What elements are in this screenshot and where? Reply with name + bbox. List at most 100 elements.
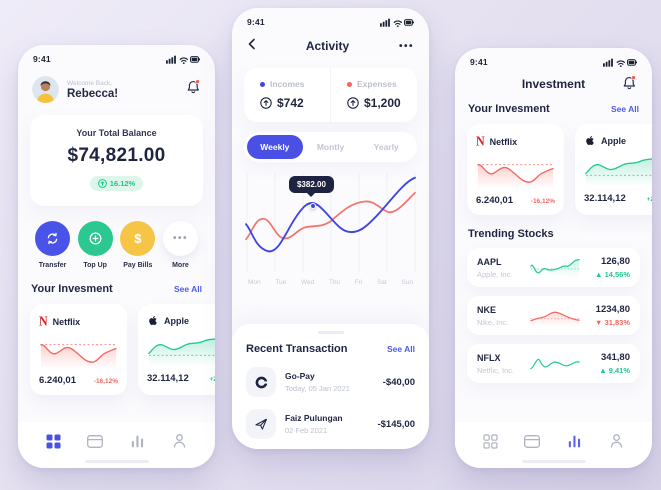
transfer-icon bbox=[47, 232, 58, 245]
expenses-dot-icon bbox=[347, 81, 352, 87]
dollar-icon: $ bbox=[134, 231, 142, 246]
apple-value: 32.114,12 bbox=[584, 193, 626, 204]
more-circle: ••• bbox=[162, 221, 198, 256]
nav-stats-tab[interactable] bbox=[125, 428, 151, 454]
notification-button[interactable] bbox=[183, 79, 201, 100]
phone-activity-screen: 9:41 Activity ••• Incomes bbox=[232, 8, 429, 449]
apple-sparkline-chart bbox=[585, 158, 652, 187]
back-button[interactable] bbox=[247, 37, 256, 55]
stock-price: 126,80 bbox=[600, 256, 630, 267]
person-icon bbox=[174, 434, 186, 448]
nav-home-tab[interactable] bbox=[40, 428, 66, 454]
triangle-up-icon: ▲ bbox=[599, 366, 607, 375]
arrow-up-circle-icon bbox=[260, 97, 272, 109]
drag-handle[interactable] bbox=[317, 331, 344, 334]
see-all-link[interactable]: See All bbox=[173, 284, 202, 294]
transaction-date: Today, 05 Jan 2021 bbox=[285, 384, 350, 393]
page-title: Activity bbox=[305, 39, 350, 53]
netflix-card[interactable]: N Netflix 6.240,01 -16,12% bbox=[467, 124, 564, 215]
stock-row-aapl[interactable]: AAPL Apple, Inc. 126,80 ▲ 14,56% bbox=[467, 248, 640, 287]
card-icon bbox=[87, 434, 104, 448]
topup-label: Top Up bbox=[83, 262, 107, 269]
arrow-up-circle-icon bbox=[347, 97, 359, 109]
activity-line-chart[interactable]: $382.00 bbox=[244, 168, 417, 276]
netflix-logo-icon: N bbox=[476, 132, 485, 149]
netflix-name: Netflix bbox=[52, 316, 81, 327]
transaction-row[interactable]: Faiz Pulungan 02 Feb 2021 -$145,00 bbox=[246, 409, 415, 439]
apple-sparkline-chart bbox=[148, 338, 215, 367]
expenses-block: Expenses $1,200 bbox=[330, 68, 417, 122]
incomes-dot-icon bbox=[260, 81, 265, 87]
nav-card-tab[interactable] bbox=[519, 428, 545, 454]
chevron-left-icon bbox=[248, 38, 255, 50]
more-menu-button[interactable]: ••• bbox=[398, 40, 414, 52]
stock-change: 9,41% bbox=[608, 366, 630, 375]
netflix-sparkline-chart bbox=[40, 344, 117, 369]
status-icons bbox=[603, 58, 637, 67]
nav-profile-tab[interactable] bbox=[604, 428, 630, 454]
topup-button[interactable]: Top Up bbox=[77, 221, 114, 269]
paybills-button[interactable]: $ Pay Bills bbox=[119, 221, 156, 269]
tab-weekly[interactable]: Weekly bbox=[247, 135, 303, 159]
recent-transactions-sheet: Recent Transaction See All Go-Pay Today,… bbox=[232, 324, 429, 449]
avatar[interactable] bbox=[32, 76, 59, 103]
more-button[interactable]: ••• More bbox=[162, 221, 199, 269]
stock-row-nke[interactable]: NKE Nike, Inc. 1234,80 ▼ 31,83% bbox=[467, 296, 640, 335]
apple-change: +20,1 bbox=[209, 376, 215, 383]
stock-change: 31,83% bbox=[604, 318, 630, 327]
person-icon bbox=[611, 434, 623, 448]
balance-change-value: 16.12% bbox=[109, 179, 136, 188]
stock-company: Netflic, Inc. bbox=[477, 365, 515, 375]
grid-icon bbox=[46, 434, 61, 448]
transfer-circle bbox=[35, 221, 70, 256]
ellipsis-icon: ••• bbox=[172, 233, 188, 244]
tab-monthly[interactable]: Montly bbox=[316, 142, 345, 152]
chart-tooltip: $382.00 bbox=[288, 176, 334, 193]
investment-title: Your Invesment bbox=[468, 103, 550, 115]
see-all-link[interactable]: See All bbox=[386, 344, 415, 354]
bar-chart-icon bbox=[568, 435, 581, 447]
plus-circle-icon bbox=[89, 232, 102, 245]
axis-label: Tue bbox=[275, 279, 287, 286]
incomes-value: $742 bbox=[277, 96, 304, 110]
transaction-row[interactable]: Go-Pay Today, 05 Jan 2021 -$40,00 bbox=[246, 367, 415, 397]
status-time: 9:41 bbox=[33, 54, 51, 64]
greeting-block: Welcome Back, Rebecca! bbox=[67, 80, 183, 100]
nav-home-tab[interactable] bbox=[477, 428, 503, 454]
apple-card[interactable]: Apple 32.114,12 +20,1 bbox=[575, 124, 652, 215]
investment-title: Your Invesment bbox=[31, 283, 113, 295]
axis-label: Fri bbox=[354, 279, 363, 286]
trending-title: Trending Stocks bbox=[468, 228, 554, 240]
bell-icon bbox=[623, 75, 637, 90]
page-title: Investment bbox=[521, 77, 586, 91]
netflix-sparkline-chart bbox=[477, 164, 554, 189]
apple-card[interactable]: Apple 32.114,12 +20,1 bbox=[138, 304, 215, 395]
netflix-card[interactable]: N Netflix 6.240,01 -16,12% bbox=[30, 304, 127, 395]
axis-label: Thu bbox=[328, 279, 341, 286]
stock-company: Apple, Inc. bbox=[477, 269, 513, 279]
see-all-link[interactable]: See All bbox=[610, 104, 639, 114]
transaction-amount: -$40,00 bbox=[382, 376, 415, 388]
transaction-amount: -$145,00 bbox=[377, 418, 415, 430]
balance-label: Your Total Balance bbox=[76, 128, 157, 138]
tab-yearly[interactable]: Yearly bbox=[373, 142, 399, 152]
stock-symbol: NFLX bbox=[477, 352, 501, 363]
nav-profile-tab[interactable] bbox=[167, 428, 193, 454]
nav-stats-tab[interactable] bbox=[562, 428, 588, 454]
nav-card-tab[interactable] bbox=[82, 428, 108, 454]
expenses-value: $1,200 bbox=[364, 96, 401, 110]
netflix-value: 6.240,01 bbox=[476, 195, 513, 206]
apple-logo-icon bbox=[586, 136, 594, 146]
transfer-button[interactable]: Transfer bbox=[34, 221, 71, 269]
nflx-sparkline-chart bbox=[530, 358, 580, 369]
transfer-label: Transfer bbox=[38, 262, 67, 269]
bottom-navigation bbox=[18, 422, 215, 468]
paybills-label: Pay Bills bbox=[123, 262, 153, 269]
notification-button[interactable] bbox=[622, 75, 637, 96]
stock-company: Nike, Inc. bbox=[477, 317, 509, 327]
investment-cards-row: N Netflix 6.240,01 -16,12% bbox=[455, 124, 652, 215]
phone-investment-screen: 9:41 Investment Your Invesment See All bbox=[455, 48, 652, 468]
stock-row-nflx[interactable]: NFLX Netflic, Inc. 341,80 ▲ 9,41% bbox=[467, 344, 640, 383]
transaction-name: Go-Pay bbox=[285, 371, 315, 381]
